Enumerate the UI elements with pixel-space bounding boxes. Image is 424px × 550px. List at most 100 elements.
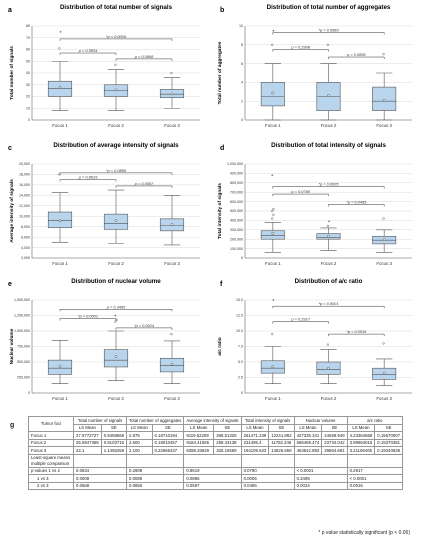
x-tick-label: Focus 1 xyxy=(52,261,68,266)
outlier-point xyxy=(271,174,274,177)
stat-header: SE xyxy=(374,423,403,433)
y-tick-label: 600,000 xyxy=(230,200,243,204)
p-value-label: p = 0.0597 xyxy=(134,181,154,186)
x-tick-label: Focus 1 xyxy=(265,123,281,128)
panel-a: a Distribution of total number of signals… xyxy=(8,4,200,128)
y-tick-label: 8,000 xyxy=(21,225,30,229)
x-tick-label: Focus 3 xyxy=(376,123,392,128)
outlier-point xyxy=(170,332,173,336)
comparison-bracket xyxy=(115,185,173,188)
p-value-cell: < 0.0001 xyxy=(346,474,404,483)
outlier-point xyxy=(382,217,385,220)
table-cell xyxy=(126,453,185,468)
y-axis-label: Nuclear volume xyxy=(9,328,15,364)
mean-marker xyxy=(327,234,330,238)
table-cell: 268.51325 xyxy=(213,431,242,440)
y-tick-label: 5.0 xyxy=(238,360,243,364)
y-tick-label: 16,000 xyxy=(19,183,30,187)
y-axis-label: Total intensity of signals xyxy=(217,183,223,239)
table-cell: 22.1 xyxy=(73,446,102,455)
mean-marker xyxy=(58,365,62,368)
table-cell: 2.875 xyxy=(126,431,153,440)
table-cell: 231495.4 xyxy=(240,438,270,448)
p-value-cell: 0.3495 xyxy=(293,474,348,483)
y-tick-label: 6 xyxy=(241,62,243,66)
comparison-header: Least-square means multiple comparison xyxy=(28,453,74,468)
y-tick-label: 10 xyxy=(239,24,243,28)
y-axis-label: Total number of signals xyxy=(9,46,15,100)
y-tick-label: 0 xyxy=(241,256,243,260)
comparison-bracket xyxy=(272,193,329,197)
p-value-label: *p < 0.0001 xyxy=(318,301,338,306)
outlier-point xyxy=(382,53,385,56)
table-cell: 586459.474 xyxy=(293,438,323,448)
table-cell: 427335.341 xyxy=(293,431,323,440)
ls-means-table: Tumor foci Total number of signals Total… xyxy=(28,415,404,491)
p-value-label: *p = 0.0886 xyxy=(106,168,127,173)
p-value-cell: 0.0668 xyxy=(72,481,128,491)
footnote: * p value statistically significant (p <… xyxy=(318,530,410,536)
p-value-label: *p = 0.0016 xyxy=(346,329,367,334)
table-cell xyxy=(183,453,242,468)
table-cell xyxy=(346,453,404,468)
comparison-bracket xyxy=(59,318,117,321)
outlier-point xyxy=(326,43,330,46)
comparison-bracket xyxy=(272,305,385,309)
mean-marker xyxy=(114,219,118,222)
stat-header: LS Mean xyxy=(346,423,376,433)
table-cell: 0.18710194 xyxy=(151,431,185,440)
table-cell: 9119.52208 xyxy=(183,431,215,440)
p-value-cell: 0.0495 xyxy=(240,481,295,491)
table-cell: 0.22666437 xyxy=(151,446,185,455)
stat-header: SE xyxy=(268,423,295,433)
table-stat-row: LS Mean SE LS Mean SE LS Mean SE LS Mean SE LS M… xyxy=(29,423,403,433)
table-cell: 258.43138 xyxy=(213,438,242,448)
x-tick-label: Focus 2 xyxy=(321,396,337,401)
table-cell: 4.23364568 xyxy=(346,431,376,440)
chart-title: Distribution of nuclear volume xyxy=(71,278,161,285)
stat-header: SE xyxy=(321,423,348,433)
comparison-bracket xyxy=(328,333,385,337)
mean-marker xyxy=(382,98,386,102)
y-tick-label: 1,250,000 xyxy=(14,314,30,318)
table-cell: 12241.892 xyxy=(268,431,295,440)
x-tick-label: Focus 2 xyxy=(321,123,337,128)
x-tick-label: Focus 3 xyxy=(164,123,180,128)
stat-header: SE xyxy=(151,423,185,433)
y-axis-label: Total number of aggregates xyxy=(217,41,223,104)
y-tick-label: 100,000 xyxy=(230,247,243,251)
comparison-bracket xyxy=(328,204,385,207)
outlier-point xyxy=(271,332,274,336)
x-tick-label: Focus 3 xyxy=(376,261,392,266)
p-value-cell: 0.2917 xyxy=(346,466,404,476)
comparison-bracket xyxy=(59,38,173,41)
stat-header: SE xyxy=(213,423,242,433)
table-cell: 29864.681 xyxy=(321,446,348,455)
table-cell: 3.21106465 xyxy=(346,446,376,455)
table-cell: 25.5947368 xyxy=(73,438,102,448)
y-tick-label: 6,000 xyxy=(21,235,30,239)
table-cell: 0.9103716 xyxy=(100,438,128,448)
row-label: Focus 3 xyxy=(28,446,74,455)
x-tick-label: Focus 2 xyxy=(321,261,337,266)
comparison-label: 1 vs 3 xyxy=(28,474,74,483)
comparison-label: 2 vs 3 xyxy=(28,481,74,491)
p-value-label: p = 0.0855 xyxy=(346,52,366,57)
outlier-point xyxy=(326,343,330,346)
table-cell: 11782.246 xyxy=(268,438,295,448)
p-value-cell: 0.0009 xyxy=(72,474,128,483)
outlier-point xyxy=(115,318,118,321)
p-value-label: p = 0.2917 xyxy=(290,317,310,322)
stat-header: LS Mean xyxy=(293,423,323,433)
y-tick-label: 4 xyxy=(241,81,243,85)
x-tick-label: Focus 2 xyxy=(108,261,124,266)
table-header-row: Tumor foci Total number of signals Total… xyxy=(28,415,404,433)
panel-e: e Distribution of nuclear volume Nuclear v… xyxy=(8,278,200,401)
table-row: Focus 2 25.5947368 0.9103716 2.600 0.1801045… xyxy=(28,438,403,448)
table-cell: 463642.883 xyxy=(293,446,323,455)
p-value-label: p = 0.0668 xyxy=(134,54,154,59)
p-value-label: *p = 0.0009 xyxy=(106,34,127,39)
stat-header: LS Mean xyxy=(240,423,270,433)
y-tick-label: 50 xyxy=(26,59,30,63)
p-value-label: *p < 0.0001 xyxy=(78,314,98,319)
